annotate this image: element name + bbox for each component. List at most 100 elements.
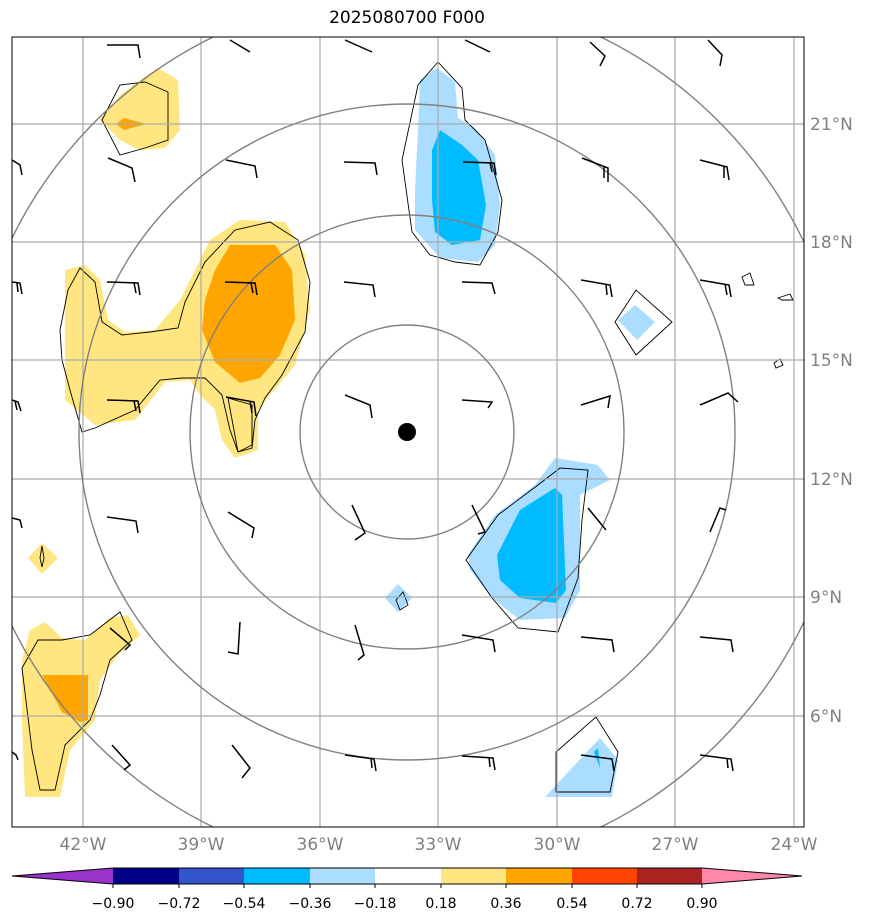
lon-label-27w: 27°W — [652, 835, 699, 855]
lightblue-region-south — [545, 738, 618, 797]
wind-barb — [461, 755, 496, 771]
wind-barb — [111, 744, 132, 771]
yellow-spot-west — [28, 543, 58, 574]
colorbar-segment — [244, 868, 310, 884]
wind-barb — [699, 392, 739, 406]
colorbar-label: 0.54 — [556, 896, 587, 912]
wind-barb — [699, 279, 732, 298]
orange-region-southwest — [42, 675, 88, 722]
wind-barb — [109, 627, 132, 651]
wind-barbs — [12, 39, 739, 779]
map-content — [12, 37, 804, 827]
colorbar-label: 0.36 — [490, 896, 521, 912]
wind-barb — [12, 517, 23, 529]
lat-label-18n: 18°N — [810, 233, 853, 253]
wind-barb — [231, 744, 251, 779]
wind-barb — [354, 624, 365, 661]
longitude-labels: 42°W 39°W 36°W 33°W 30°W 27°W 24°W — [60, 835, 818, 855]
colorbar-label: −0.54 — [223, 896, 266, 912]
wind-barb — [461, 634, 496, 653]
storm-center-marker — [398, 423, 416, 441]
contour-line-west — [59, 221, 311, 453]
colorbar-extend-low — [12, 868, 113, 884]
colorbar-segment — [310, 868, 375, 884]
wind-barb — [471, 504, 487, 535]
map-frame — [11, 36, 805, 828]
contour-line-west-inner — [227, 397, 253, 453]
lat-label-15n: 15°N — [810, 351, 853, 371]
wind-barb — [709, 507, 727, 533]
wind-barb — [580, 394, 611, 409]
colorbar-label: −0.36 — [289, 896, 332, 912]
colorbar-segment — [179, 868, 244, 884]
blue-spot-south — [594, 748, 600, 768]
wind-barb — [707, 39, 723, 67]
contour-line-far-east-1 — [741, 272, 755, 286]
colorbar-label: 0.72 — [621, 896, 652, 912]
contour-line-far-east-2 — [776, 293, 794, 301]
wind-barb — [699, 754, 734, 772]
wind-barb — [343, 161, 378, 176]
lightblue-spot-east — [618, 305, 655, 340]
orange-region-west — [202, 245, 295, 383]
contour-line-northwest — [101, 81, 169, 156]
wind-barb — [107, 157, 136, 183]
lat-label-6n: 6°N — [810, 707, 842, 727]
contour-lines — [21, 61, 794, 793]
wind-barb — [580, 636, 615, 653]
colorbar-segment — [637, 868, 702, 884]
wind-barb — [462, 161, 497, 176]
wind-barb — [581, 157, 609, 182]
wind-barb — [461, 281, 496, 295]
colorbar-label: 0.90 — [686, 896, 717, 912]
colorbar-extend-high — [702, 868, 802, 884]
wind-barb — [12, 399, 22, 412]
contour-line-south-spot — [395, 591, 409, 611]
colorbar-label: −0.90 — [92, 896, 135, 912]
contour-line-southeast — [465, 467, 589, 633]
lat-label-12n: 12°N — [810, 470, 853, 490]
colorbar: −0.90 −0.72 −0.54 −0.36 −0.18 0.18 0.36 … — [11, 867, 803, 912]
colorbar-segment — [441, 868, 506, 884]
wind-barb — [699, 636, 734, 653]
wind-barb — [461, 399, 494, 409]
wind-barb — [589, 41, 606, 67]
colorbar-segment — [113, 868, 179, 884]
wind-barb — [229, 39, 251, 53]
contour-line-east — [614, 289, 673, 356]
wind-barb — [107, 44, 141, 59]
wind-barb — [225, 396, 257, 417]
wind-barb — [587, 507, 607, 531]
blue-region-southeast — [497, 488, 566, 603]
contour-line-southwest — [21, 611, 133, 791]
wind-barb — [344, 39, 373, 53]
wind-barb — [580, 754, 615, 772]
wind-barb — [343, 281, 376, 298]
wind-barb — [227, 621, 241, 655]
colorbar-label: 0.18 — [425, 896, 456, 912]
wind-barb — [351, 504, 366, 541]
latitude-labels: 6°N 9°N 12°N 15°N 18°N 21°N — [810, 115, 853, 727]
range-ring-2 — [189, 214, 625, 650]
map-title: 2025080700 F000 — [329, 8, 485, 28]
lon-label-30w: 30°W — [534, 835, 581, 855]
contour-line-west-spot — [39, 545, 45, 568]
wind-barb — [12, 281, 23, 295]
lat-label-21n: 21°N — [810, 115, 853, 135]
lon-label-24w: 24°W — [771, 835, 818, 855]
wind-barb — [106, 399, 141, 414]
wind-barb — [12, 751, 19, 761]
contour-line-south — [555, 716, 619, 793]
wind-barb — [225, 159, 258, 179]
wind-barb — [344, 754, 377, 772]
lon-label-39w: 39°W — [178, 835, 225, 855]
wind-barb — [699, 159, 730, 181]
colorbar-segment — [375, 868, 441, 884]
range-rings — [12, 37, 804, 827]
wind-barb — [224, 281, 258, 296]
wind-barb — [580, 279, 613, 298]
lon-label-36w: 36°W — [297, 835, 344, 855]
colorbar-label: −0.72 — [158, 896, 201, 912]
wind-barb — [106, 281, 141, 296]
